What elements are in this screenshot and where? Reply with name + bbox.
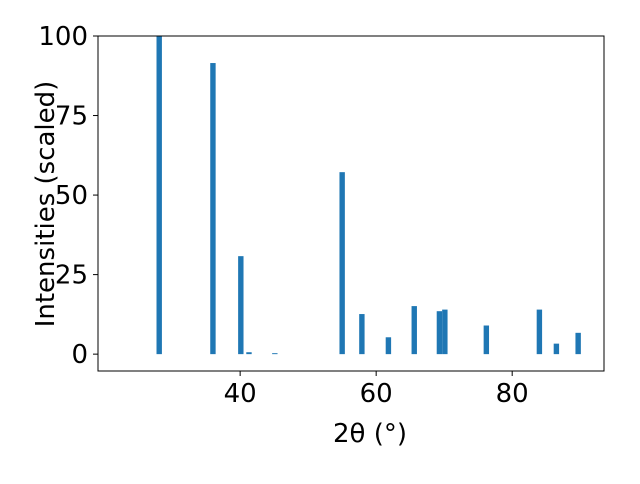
y-axis-label: Intensities (scaled) bbox=[31, 81, 61, 328]
bar bbox=[210, 63, 216, 355]
y-tick-label: 100 bbox=[38, 22, 88, 52]
y-tick-label: 75 bbox=[55, 102, 88, 132]
y-tick-label: 0 bbox=[71, 340, 88, 370]
bar bbox=[536, 309, 543, 355]
x-tick-label: 60 bbox=[360, 379, 393, 409]
y-tick-label: 50 bbox=[55, 181, 88, 211]
bar bbox=[483, 325, 490, 355]
bar bbox=[385, 337, 392, 355]
bar bbox=[272, 353, 278, 355]
y-tick-label: 25 bbox=[55, 261, 88, 291]
bar bbox=[246, 352, 252, 355]
bar bbox=[553, 343, 560, 355]
bar bbox=[436, 311, 443, 355]
bar bbox=[339, 172, 345, 355]
bar bbox=[575, 332, 581, 355]
plot-frame bbox=[97, 35, 605, 372]
bar bbox=[442, 309, 448, 355]
bar bbox=[411, 306, 417, 355]
x-tick-label: 40 bbox=[224, 379, 257, 409]
x-axis-label: 2θ (°) bbox=[333, 419, 407, 449]
bar bbox=[156, 36, 162, 355]
bar bbox=[359, 314, 365, 355]
bar bbox=[238, 256, 244, 355]
x-tick-label: 80 bbox=[496, 379, 529, 409]
